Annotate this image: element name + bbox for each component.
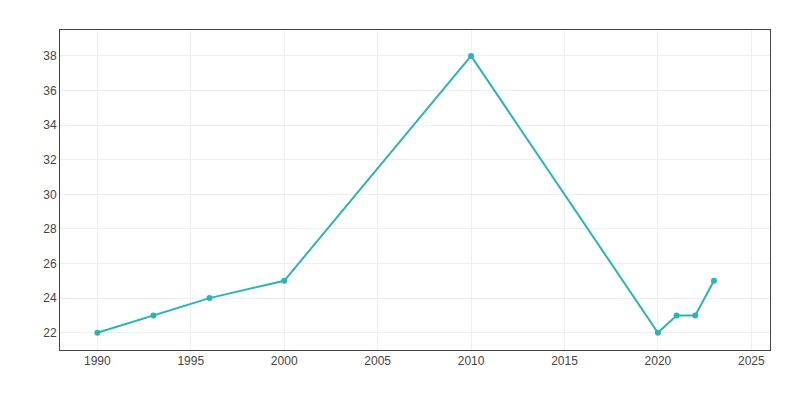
svg-text:32: 32: [43, 153, 57, 167]
svg-text:2015: 2015: [551, 354, 578, 368]
svg-text:1990: 1990: [84, 354, 111, 368]
svg-text:38: 38: [43, 49, 57, 63]
svg-text:2025: 2025: [738, 354, 765, 368]
svg-text:1995: 1995: [177, 354, 204, 368]
svg-text:2005: 2005: [364, 354, 391, 368]
svg-text:26: 26: [43, 257, 57, 271]
svg-text:2010: 2010: [458, 354, 485, 368]
svg-text:2020: 2020: [645, 354, 672, 368]
svg-text:36: 36: [43, 84, 57, 98]
svg-text:2000: 2000: [271, 354, 298, 368]
svg-text:28: 28: [43, 222, 57, 236]
svg-text:30: 30: [43, 188, 57, 202]
svg-text:34: 34: [43, 118, 57, 132]
svg-text:24: 24: [43, 291, 57, 305]
svg-text:22: 22: [43, 326, 57, 340]
